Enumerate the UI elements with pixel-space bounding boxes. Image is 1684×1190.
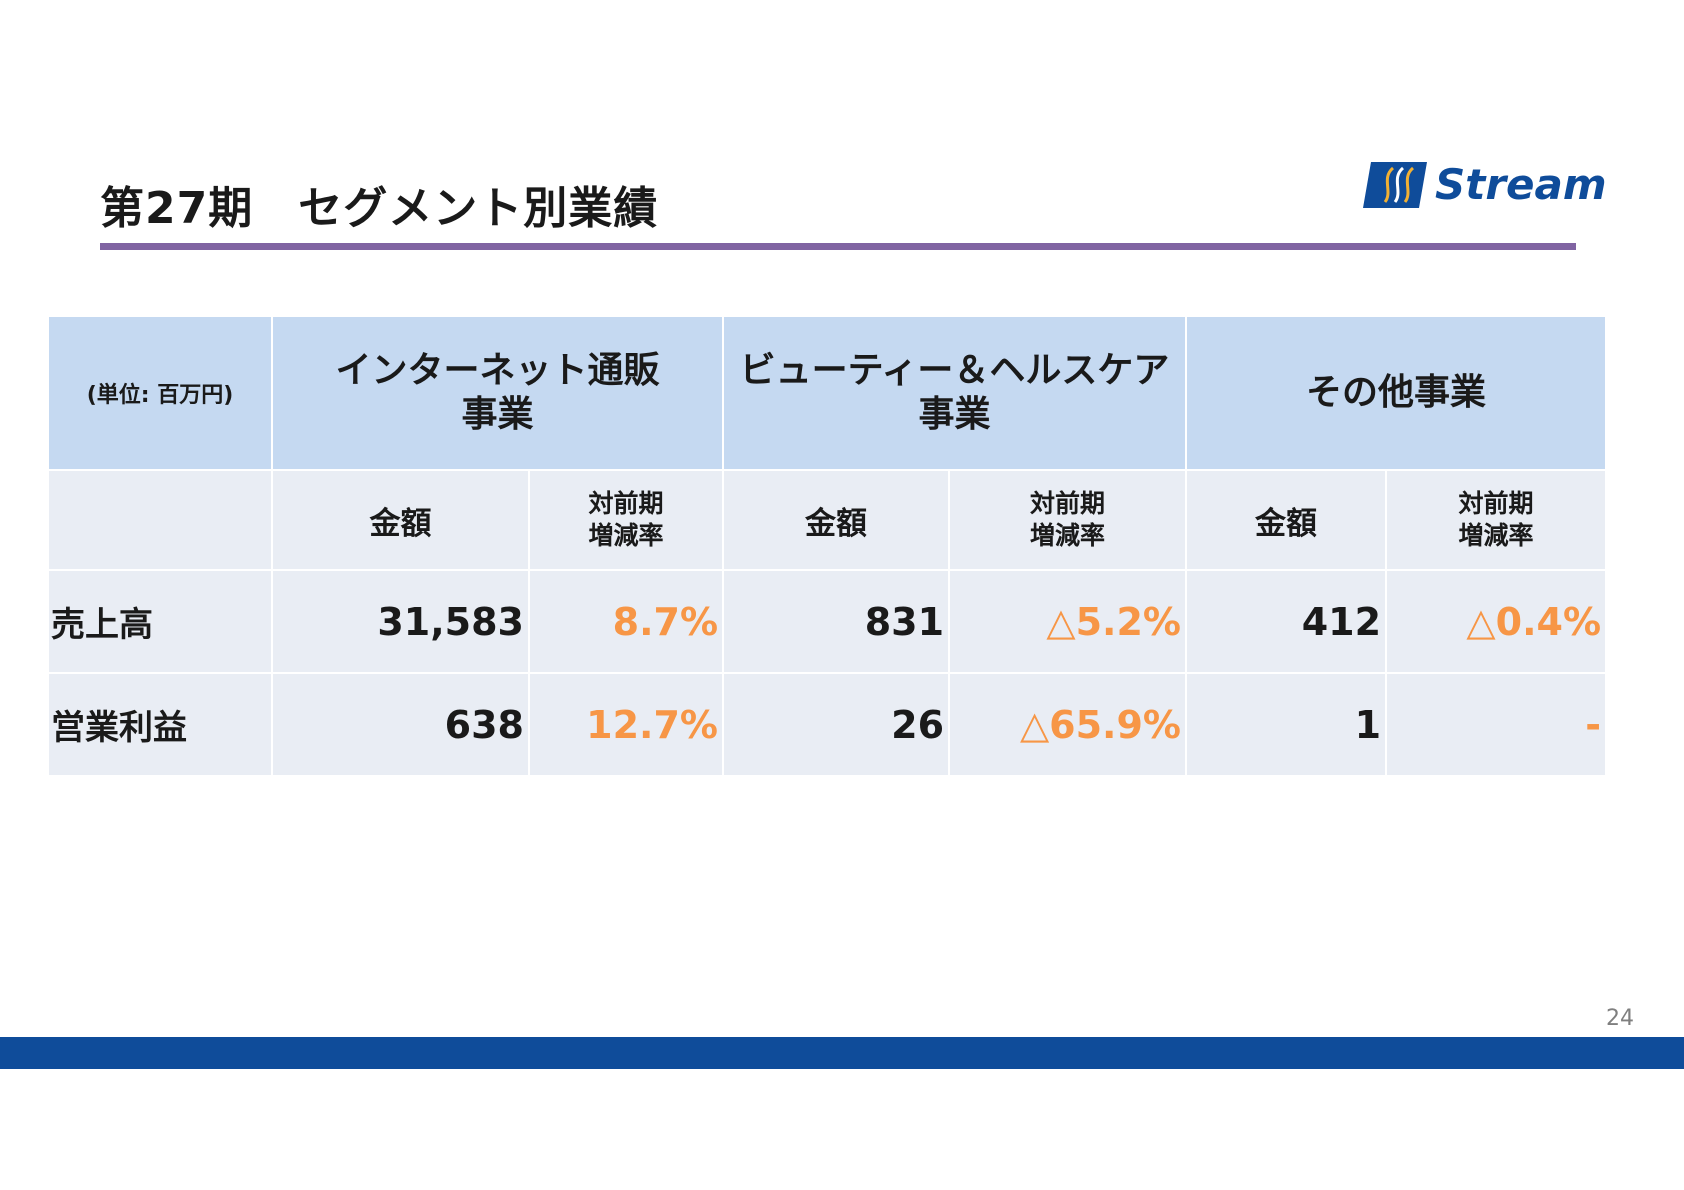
segment-name-line1: インターネット通販 [335, 350, 660, 391]
footer-bar [0, 1037, 1684, 1069]
rate-header: 対前期 増減率 [948, 469, 1188, 571]
stream-logo-icon [1363, 162, 1427, 208]
segment-header-internet: インターネット通販 事業 [270, 315, 725, 471]
row-label: 売上高 [47, 569, 273, 674]
row-label: 営業利益 [47, 672, 273, 777]
stream-logo: Stream [1363, 162, 1637, 208]
amount-value: 31,583 [271, 569, 530, 674]
rate-value: 12.7% [527, 672, 725, 777]
amount-value: 831 [722, 569, 951, 674]
rate-header: 対前期 増減率 [1385, 469, 1608, 571]
amount-value: 638 [271, 672, 530, 777]
amount-header: 金額 [722, 469, 951, 571]
segment-results-table: (単位: 百万円) インターネット通販 事業 ビューティー＆ヘルスケア 事業 そ… [47, 315, 1608, 777]
rate-header: 対前期 増減率 [527, 469, 725, 571]
page-number: 24 [1606, 1006, 1634, 1031]
amount-header: 金額 [1185, 469, 1388, 571]
segment-name-line1: その他事業 [1306, 372, 1487, 413]
segment-header-beauty: ビューティー＆ヘルスケア 事業 [722, 315, 1188, 471]
segment-name-line2: 事業 [461, 394, 534, 435]
amount-value: 26 [722, 672, 951, 777]
title-underline [100, 243, 1576, 250]
rate-value: △65.9% [948, 672, 1188, 777]
amount-value: 1 [1185, 672, 1388, 777]
segment-name-line2: 事業 [918, 394, 991, 435]
unit-label: (単位: 百万円) [86, 383, 234, 408]
rate-value: △0.4% [1385, 569, 1608, 674]
segment-name-line1: ビューティー＆ヘルスケア [739, 350, 1170, 391]
amount-value: 412 [1185, 569, 1388, 674]
segment-header-other: その他事業 [1185, 315, 1608, 471]
empty-corner-cell [47, 469, 273, 571]
table-row-sales: 売上高 31,583 8.7% 831 △5.2% 412 △0.4% [47, 569, 1608, 674]
segment-header-row: (単位: 百万円) インターネット通販 事業 ビューティー＆ヘルスケア 事業 そ… [47, 315, 1608, 471]
rate-value: 8.7% [527, 569, 725, 674]
stream-logo-text: Stream [1435, 160, 1607, 209]
slide-title: 第27期 セグメント別業績 [100, 183, 659, 234]
table-row-operating-profit: 営業利益 638 12.7% 26 △65.9% 1 - [47, 672, 1608, 777]
column-header-row: 金額 対前期 増減率 金額 対前期 増減率 金額 対前期 増減率 [47, 469, 1608, 571]
rate-value: - [1385, 672, 1608, 777]
rate-value: △5.2% [948, 569, 1188, 674]
unit-label-cell: (単位: 百万円) [47, 315, 273, 471]
amount-header: 金額 [271, 469, 530, 571]
